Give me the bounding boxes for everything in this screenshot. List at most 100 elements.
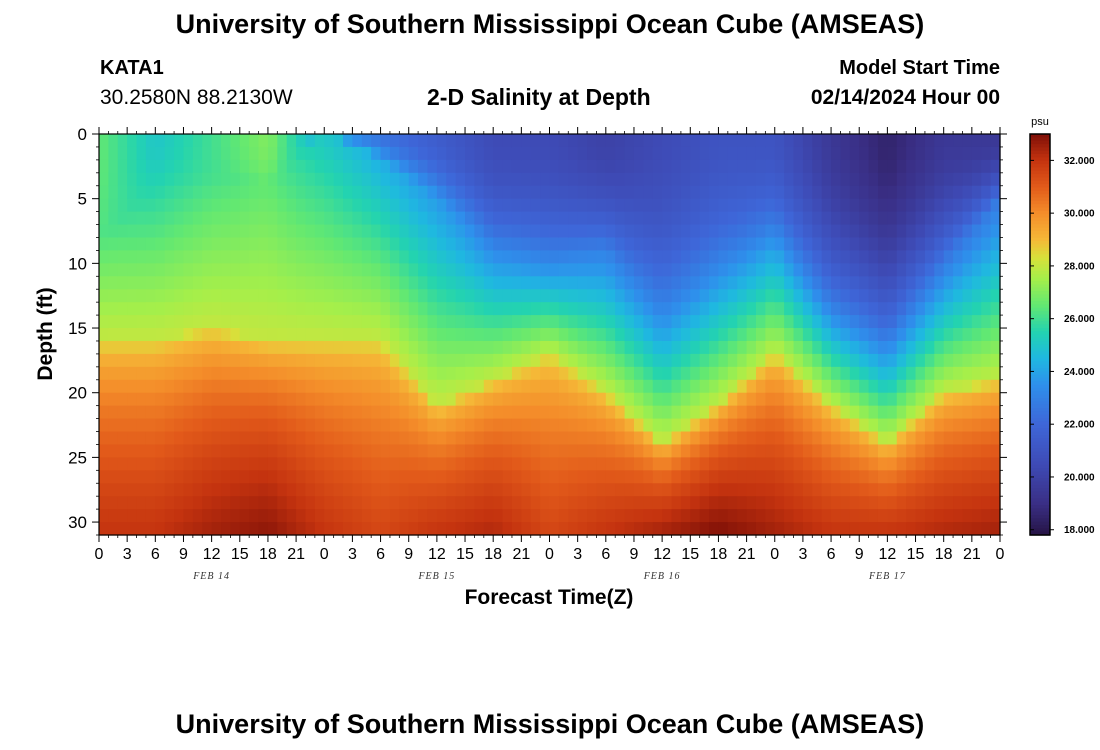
heatmap-cell [690, 289, 701, 303]
heatmap-cell [568, 496, 579, 510]
heatmap-cell [258, 483, 269, 497]
heatmap-cell [774, 289, 785, 303]
heatmap-cell [774, 198, 785, 213]
heatmap-cell [389, 134, 400, 148]
heatmap-cell [455, 328, 466, 342]
heatmap-cell [699, 198, 710, 213]
heatmap-cell [305, 224, 316, 239]
heatmap-cell [418, 211, 429, 226]
heatmap-cell [784, 159, 795, 174]
heatmap-cell [868, 418, 879, 433]
heatmap-cell [755, 315, 766, 329]
heatmap-cell [577, 211, 588, 226]
colorbar-segment [1030, 424, 1050, 429]
heatmap-cell [840, 496, 851, 510]
heatmap-cell [493, 250, 504, 264]
heatmap-cell [934, 418, 945, 433]
heatmap-cell [868, 353, 879, 368]
heatmap-cell [690, 522, 701, 536]
heatmap-cell [962, 134, 973, 148]
heatmap-cell [906, 237, 917, 252]
heatmap-cell [380, 522, 391, 536]
heatmap-cell [258, 302, 269, 316]
heatmap-cell [314, 522, 325, 536]
heatmap-cell [474, 237, 485, 252]
heatmap-cell [427, 431, 438, 446]
heatmap-cell [924, 444, 935, 458]
heatmap-cell [145, 418, 156, 433]
heatmap-cell [521, 172, 532, 187]
heatmap-cell [389, 172, 400, 187]
heatmap-cell [408, 431, 419, 446]
heatmap-cell [802, 444, 813, 458]
heatmap-cell [502, 146, 513, 161]
heatmap-cell [915, 302, 926, 316]
heatmap-cell [511, 224, 522, 239]
heatmap-cell [633, 379, 644, 394]
heatmap-cell [549, 302, 560, 316]
heatmap-cell [662, 263, 673, 277]
heatmap-cell [502, 392, 513, 407]
heatmap-cell [915, 289, 926, 303]
heatmap-cell [755, 457, 766, 471]
heatmap-cell [953, 289, 964, 303]
heatmap-cell [755, 470, 766, 484]
heatmap-cell [277, 276, 288, 290]
heatmap-cell [924, 496, 935, 510]
heatmap-cell [155, 522, 166, 536]
heatmap-cell [211, 159, 222, 174]
heatmap-cell [971, 353, 982, 368]
heatmap-cell [633, 185, 644, 200]
heatmap-cell [277, 444, 288, 458]
heatmap-cell [812, 509, 823, 523]
heatmap-cell [230, 185, 241, 200]
heatmap-cell [540, 211, 551, 226]
heatmap-cell [145, 172, 156, 187]
heatmap-cell [709, 172, 720, 187]
heatmap-cell [211, 470, 222, 484]
heatmap-cell [239, 379, 250, 394]
heatmap-cell [99, 302, 109, 316]
heatmap-cell [352, 198, 363, 213]
heatmap-cell [868, 276, 879, 290]
heatmap-cell [389, 366, 400, 381]
heatmap-cell [258, 289, 269, 303]
heatmap-cell [324, 431, 335, 446]
heatmap-cell [99, 198, 109, 213]
heatmap-cell [605, 522, 616, 536]
heatmap-cell [389, 522, 400, 536]
heatmap-cell [230, 159, 241, 174]
salinity-heatmap [99, 134, 1001, 536]
heatmap-cell [174, 366, 185, 381]
colorbar-segment [1030, 377, 1050, 382]
heatmap-cell [971, 444, 982, 458]
heatmap-cell [943, 509, 954, 523]
heatmap-cell [530, 224, 541, 239]
heatmap-cell [605, 276, 616, 290]
heatmap-cell [305, 185, 316, 200]
heatmap-cell [511, 211, 522, 226]
heatmap-cell [455, 250, 466, 264]
heatmap-cell [943, 379, 954, 394]
heatmap-cell [427, 276, 438, 290]
heatmap-cell [699, 224, 710, 239]
heatmap-cell [127, 483, 138, 497]
heatmap-cell [455, 146, 466, 161]
heatmap-cell [784, 172, 795, 187]
heatmap-cell [99, 250, 109, 264]
heatmap-cell [502, 457, 513, 471]
heatmap-cell [934, 470, 945, 484]
heatmap-cell [117, 353, 128, 368]
heatmap-cell [690, 224, 701, 239]
heatmap-cell [221, 328, 231, 342]
heatmap-cell [192, 353, 203, 368]
heatmap-cell [624, 379, 635, 394]
heatmap-cell [483, 457, 494, 471]
heatmap-cell [699, 405, 710, 420]
heatmap-cell [211, 263, 222, 277]
colorbar-segment [1030, 334, 1050, 339]
heatmap-cell [802, 315, 813, 329]
heatmap-cell [361, 418, 372, 433]
colorbar-segment [1030, 207, 1050, 212]
heatmap-cell [343, 509, 354, 523]
